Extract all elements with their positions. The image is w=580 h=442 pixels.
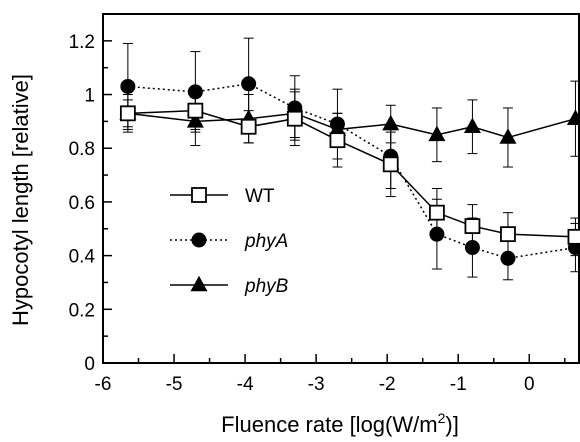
data-point-wt [286,110,303,127]
x-tick-label: -1 [450,374,467,395]
data-point-wt [187,102,204,119]
plot-border [102,13,580,364]
legend-label-phyb: phyB [244,276,289,297]
data-point-wt [119,105,136,122]
data-point-wt [500,226,516,243]
series-layer [119,37,580,281]
y-tick-label: 1.2 [69,32,95,53]
x-tick-label: -2 [379,374,396,395]
data-point-wt [429,204,445,221]
x-axis: -6 -5 -4 -3 -2 -1 0 [95,354,566,395]
series-line-phya [127,83,576,260]
legend-item-phyb: phyB [170,275,289,297]
legend: WT phyA phyB [170,186,289,297]
legend-item-phya: phyA [170,231,288,252]
data-point-phya [500,250,516,266]
x-tick-label: -4 [237,374,254,395]
legend-label-phya: phyA [244,231,288,252]
series-wt [119,91,580,257]
data-point-wt [464,218,481,234]
series-line-wt [127,109,576,238]
data-point-phya [120,78,136,94]
data-point-wt [240,118,257,135]
y-axis-title: Hypocotyl length [relative] [8,74,33,326]
x-tick-label: -3 [308,374,325,395]
data-point-phyb [566,109,580,125]
x-axis-title: Fluence rate [log(W/m2)] [221,410,459,437]
legend-marker-wt [191,187,207,203]
legend-marker-phya [191,232,207,248]
legend-label-wt: WT [245,186,275,207]
plot-frame [102,13,580,364]
data-point-phya [241,76,257,92]
y-tick-label: 0 [84,354,95,375]
data-point-phyb [428,125,446,142]
x-tick-label: -5 [166,374,183,395]
series-line-phyb [127,112,576,139]
x-axis-title-superscript: 2 [438,410,446,426]
legend-item-wt: WT [170,186,275,207]
data-point-phyb [382,114,400,131]
series-phya [120,37,580,281]
x-tick-label: -6 [95,374,112,395]
y-tick-label: 0.4 [69,247,96,268]
y-tick-label: 0.8 [69,139,95,160]
x-tick-label: 0 [524,374,535,395]
y-tick-label: 0.6 [69,193,95,214]
data-point-phyb [463,117,481,134]
y-tick-label: 1 [84,86,95,107]
data-point-wt [567,228,580,245]
data-point-wt [329,132,346,149]
data-point-phyb [499,128,517,144]
legend-marker-phyb [190,275,208,292]
y-axis: 0 0.2 0.4 0.6 0.8 1 1.2 [69,32,112,375]
data-point-wt [382,156,399,173]
y-tick-label: 0.2 [69,300,95,321]
